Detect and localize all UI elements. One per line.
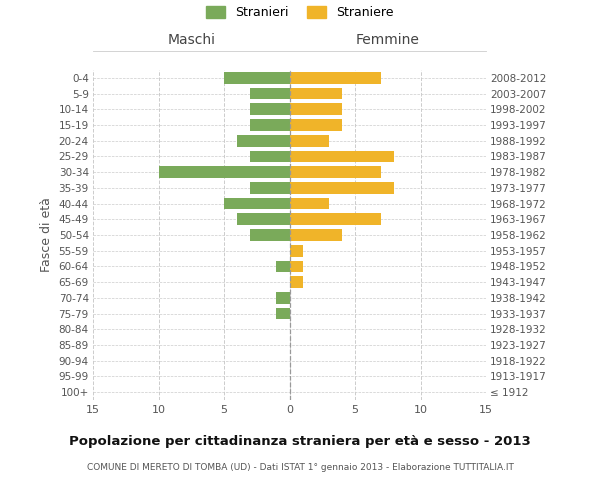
- Text: Popolazione per cittadinanza straniera per età e sesso - 2013: Popolazione per cittadinanza straniera p…: [69, 435, 531, 448]
- Bar: [250, 229, 290, 241]
- Bar: [277, 308, 290, 320]
- Text: Femmine: Femmine: [356, 34, 419, 48]
- Bar: [290, 135, 329, 146]
- Bar: [290, 119, 342, 131]
- Bar: [290, 72, 381, 84]
- Bar: [277, 292, 290, 304]
- Bar: [224, 198, 290, 209]
- Bar: [237, 214, 290, 225]
- Bar: [250, 150, 290, 162]
- Bar: [250, 182, 290, 194]
- Bar: [290, 88, 342, 100]
- Bar: [290, 104, 342, 115]
- Bar: [290, 229, 342, 241]
- Bar: [290, 182, 394, 194]
- Bar: [224, 72, 290, 84]
- Bar: [250, 119, 290, 131]
- Bar: [250, 104, 290, 115]
- Bar: [290, 150, 394, 162]
- Bar: [237, 135, 290, 146]
- Bar: [250, 88, 290, 100]
- Legend: Stranieri, Straniere: Stranieri, Straniere: [206, 6, 394, 19]
- Bar: [290, 276, 302, 288]
- Text: Maschi: Maschi: [167, 34, 215, 48]
- Bar: [158, 166, 290, 178]
- Bar: [290, 245, 302, 256]
- Bar: [290, 260, 302, 272]
- Y-axis label: Fasce di età: Fasce di età: [40, 198, 53, 272]
- Bar: [290, 166, 381, 178]
- Bar: [290, 214, 381, 225]
- Bar: [277, 260, 290, 272]
- Bar: [290, 198, 329, 209]
- Text: COMUNE DI MERETO DI TOMBA (UD) - Dati ISTAT 1° gennaio 2013 - Elaborazione TUTTI: COMUNE DI MERETO DI TOMBA (UD) - Dati IS…: [86, 462, 514, 471]
